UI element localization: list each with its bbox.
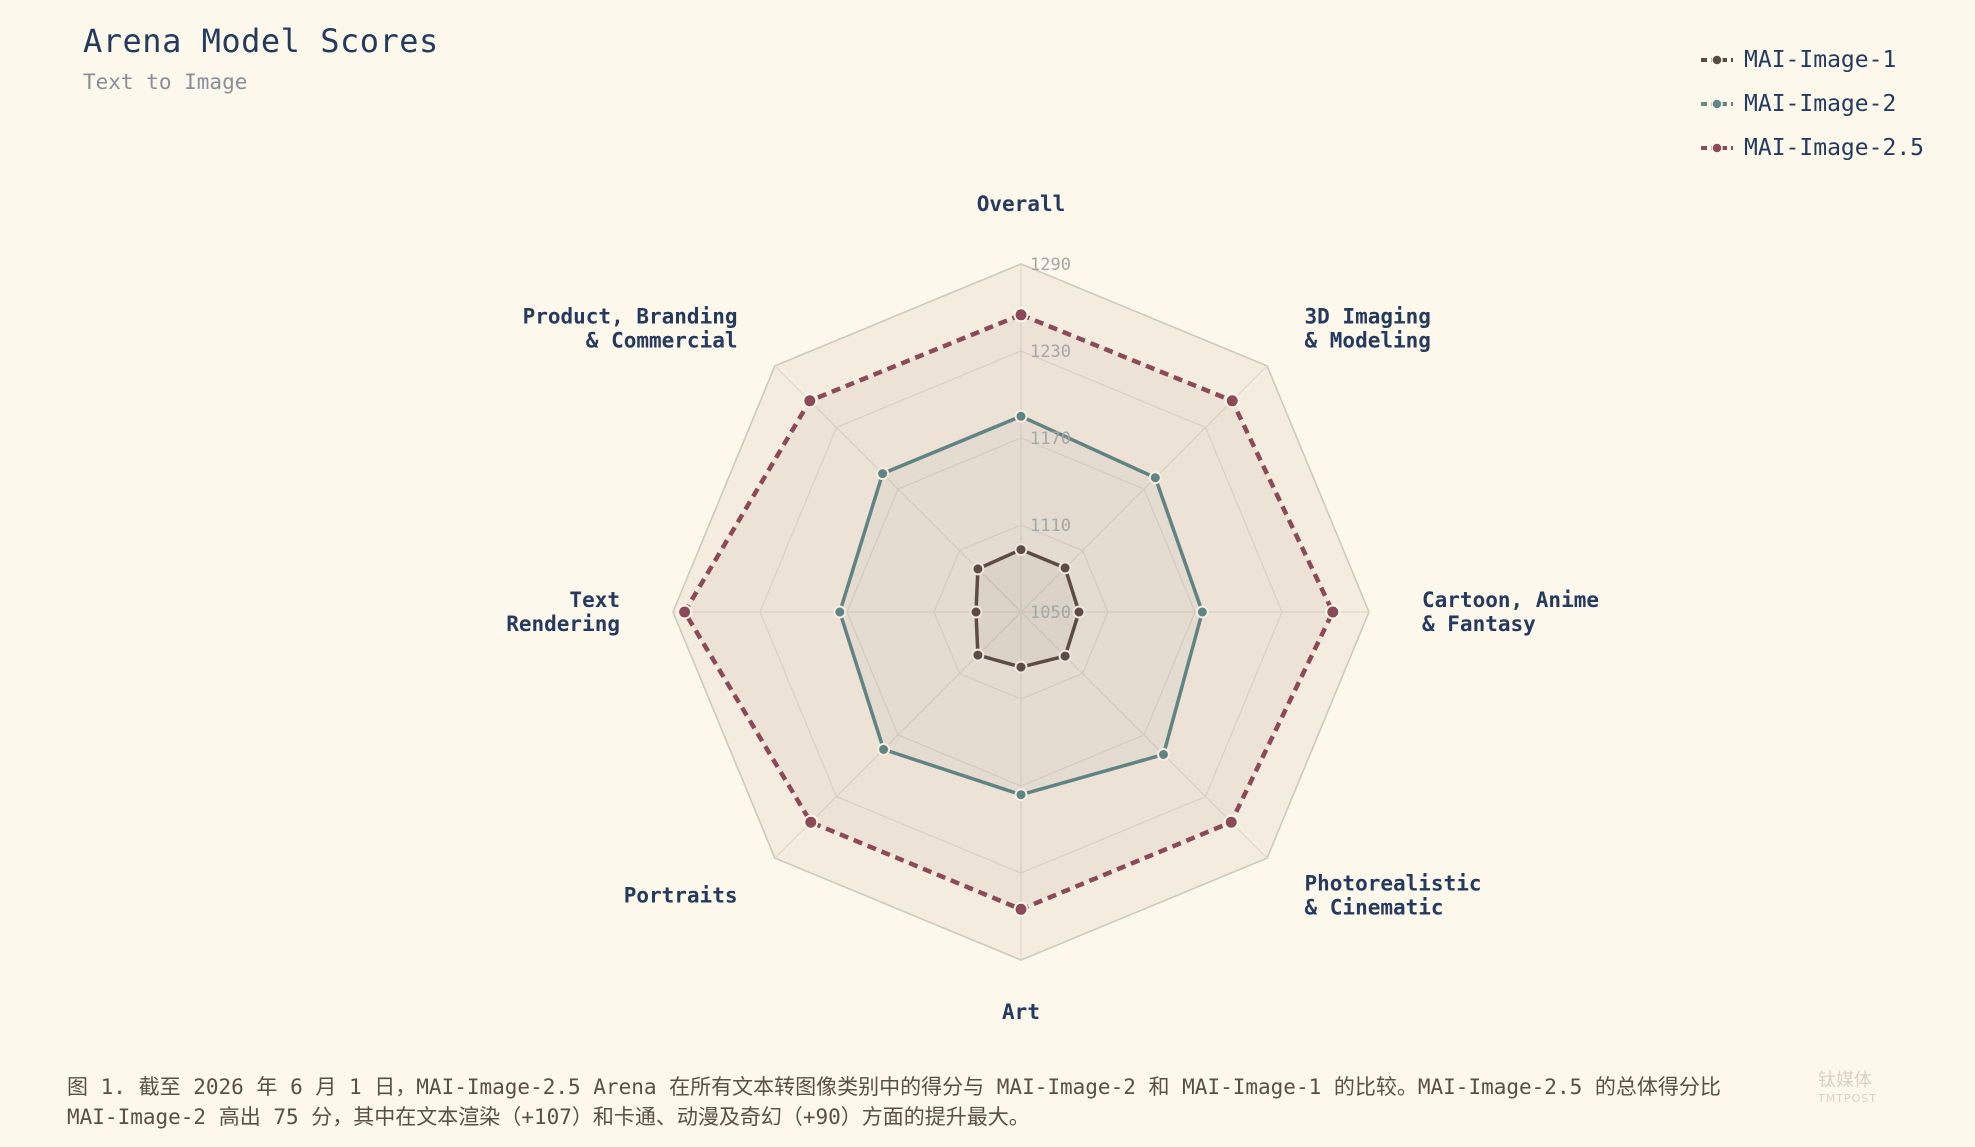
series-fill-mai-image-1 xyxy=(976,549,1079,668)
chart-title: Arena Model Scores xyxy=(83,22,439,60)
axis-label-3: Photorealistic & Cinematic xyxy=(1305,872,1482,920)
radar-chart: 1050 1110 1170 1230 1290 Overall 3D Imaging & M… xyxy=(506,192,1599,1024)
data-point-mai-image-1-1 xyxy=(1058,561,1072,575)
legend: MAI-Image-1 MAI-Image-2 MAI-Image-2.5 xyxy=(1700,38,1924,170)
axis-label-line: Portraits xyxy=(624,884,738,908)
series-fill-mai-image-2 xyxy=(839,416,1203,795)
axis-label-line: Photorealistic xyxy=(1305,872,1482,896)
tick-label-1230: 1230 xyxy=(1030,342,1071,362)
tick-label-1170: 1170 xyxy=(1030,429,1071,449)
caption-line-1: 图 1. 截至 2026 年 6 月 1 日，MAI-Image-2.5 Are… xyxy=(67,1075,1721,1099)
tick-label-1290: 1290 xyxy=(1030,255,1071,275)
axis-label-line: Product, Branding xyxy=(523,305,738,329)
axis-label-line: & Fantasy xyxy=(1422,612,1536,636)
data-point-mai-image-2-3 xyxy=(1157,748,1170,761)
axis-label-5: Portraits xyxy=(624,884,738,908)
caption-line-2: MAI-Image-2 高出 75 分，其中在文本渲染（+107）和卡通、动漫及… xyxy=(67,1105,1030,1129)
legend-label-mai-image-2: MAI-Image-2 xyxy=(1744,91,1897,117)
tick-label-1110: 1110 xyxy=(1030,516,1071,536)
data-point-mai-image-2-6 xyxy=(833,605,847,619)
data-point-mai-image-1-2 xyxy=(1072,605,1086,619)
watermark-logo: 钛媒体 TMTPOST xyxy=(1818,1072,1877,1108)
data-point-mai-image-2-5-3 xyxy=(1223,814,1239,830)
watermark-text: 钛媒体 xyxy=(1818,1070,1872,1091)
data-point-mai-image-2-4 xyxy=(1014,788,1028,802)
axis-label-line: & Cinematic xyxy=(1305,896,1444,920)
data-point-mai-image-1-4 xyxy=(1014,660,1028,674)
axis-label-line: & Commercial xyxy=(586,329,738,353)
data-point-mai-image-2-5-5 xyxy=(803,814,819,830)
axis-label-line: & Modeling xyxy=(1305,329,1431,353)
chart-subtitle: Text to Image xyxy=(83,70,248,94)
axis-label-line: Text xyxy=(569,588,620,612)
legend-swatch-mai-image-2-5 xyxy=(1701,142,1733,154)
legend-item-mai-image-1[interactable]: MAI-Image-1 xyxy=(1700,38,1924,82)
data-point-mai-image-2-5-0 xyxy=(1013,307,1029,323)
data-point-mai-image-2-5-7 xyxy=(802,393,818,409)
axis-label-line: 3D Imaging xyxy=(1305,305,1431,329)
data-point-mai-image-2-1 xyxy=(1148,471,1162,485)
legend-label-mai-image-2-5: MAI-Image-2.5 xyxy=(1744,135,1925,161)
legend-swatch-mai-image-2 xyxy=(1701,98,1733,110)
axis-label-line: Art xyxy=(1002,1000,1040,1024)
axis-label-line: Cartoon, Anime xyxy=(1422,588,1599,612)
data-point-mai-image-2-5-6 xyxy=(677,604,693,620)
axis-label-6: Text Rendering xyxy=(506,588,620,636)
data-point-mai-image-2-5-2 xyxy=(1325,604,1341,620)
data-point-mai-image-2-2 xyxy=(1195,605,1209,619)
data-point-mai-image-2-0 xyxy=(1014,409,1028,423)
data-point-mai-image-1-7 xyxy=(971,562,985,576)
legend-item-mai-image-2-5[interactable]: MAI-Image-2.5 xyxy=(1700,126,1924,170)
data-point-mai-image-2-5-1 xyxy=(1224,393,1240,409)
axis-label-line: Rendering xyxy=(506,612,620,636)
legend-label-mai-image-1: MAI-Image-1 xyxy=(1744,47,1897,73)
legend-item-mai-image-2[interactable]: MAI-Image-2 xyxy=(1700,82,1924,126)
data-point-mai-image-2-5-4 xyxy=(1013,901,1029,917)
axis-label-1: 3D Imaging & Modeling xyxy=(1305,305,1431,353)
data-point-mai-image-2-5 xyxy=(877,742,891,756)
data-point-mai-image-1-6 xyxy=(969,605,983,619)
data-point-mai-image-2-7 xyxy=(876,467,890,481)
tick-label-1050: 1050 xyxy=(1030,603,1071,623)
axis-label-2: Cartoon, Anime & Fantasy xyxy=(1422,588,1599,636)
data-point-mai-image-1-3 xyxy=(1058,649,1072,663)
data-point-mai-image-1-5 xyxy=(971,648,985,662)
axis-label-0: Overall xyxy=(977,192,1066,216)
series-fill-mai-image-2-5 xyxy=(684,314,1333,910)
axis-label-line: Overall xyxy=(977,192,1066,216)
legend-swatch-mai-image-1 xyxy=(1701,54,1733,66)
axis-label-7: Product, Branding & Commercial xyxy=(523,305,738,353)
watermark-subtext: TMTPOST xyxy=(1818,1092,1877,1105)
figure-caption: 图 1. 截至 2026 年 6 月 1 日，MAI-Image-2.5 Are… xyxy=(67,1072,1927,1132)
data-point-mai-image-1-0 xyxy=(1014,543,1028,557)
axis-label-4: Art xyxy=(1002,1000,1040,1024)
